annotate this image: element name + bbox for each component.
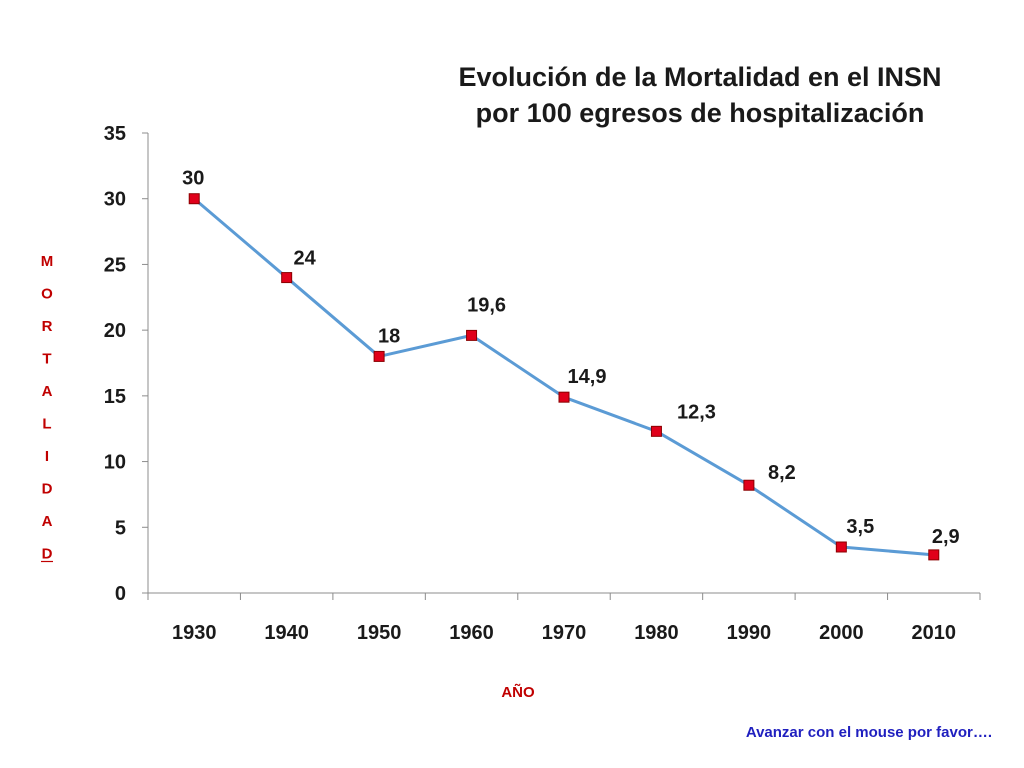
advance-note: Avanzar con el mouse por favor….	[745, 724, 992, 741]
x-tick-label: 1940	[264, 622, 309, 644]
data-point-marker	[466, 329, 478, 341]
x-axis-label: AÑO	[501, 683, 535, 701]
x-axis-label-text: AÑO	[501, 683, 535, 701]
y-axis-label-letter: A	[42, 513, 53, 530]
x-tick-label: 1980	[634, 622, 679, 644]
data-labels: 30 24 18 19,6 14,9 12,3 8,2 3,5 2,9	[182, 168, 960, 548]
x-tick-label: 1960	[449, 622, 494, 644]
y-axis-label-letter: I	[45, 448, 49, 465]
data-point-marker	[743, 479, 755, 491]
x-tick-label: 1970	[542, 622, 587, 644]
data-point-marker	[188, 193, 200, 205]
x-tick-label: 2000	[819, 622, 864, 644]
y-tick-label: 30	[104, 189, 126, 211]
data-point-marker	[928, 549, 940, 561]
data-label: 2,9	[932, 526, 960, 548]
y-tick-label: 10	[104, 452, 126, 474]
x-tick-label: 1950	[357, 622, 402, 644]
y-axis-label-letter: A	[42, 383, 53, 400]
y-tick-label: 35	[104, 123, 126, 145]
y-axis-label-letter: R	[42, 318, 53, 335]
chart-axes: 0 5 10 15 20 25 30 35 1930 1940 1950 1960 1970 1980 19…	[104, 123, 981, 644]
data-label: 3,5	[846, 516, 874, 538]
chart-title-line: por 100 egresos de hospitalización	[476, 98, 925, 128]
y-tick-label: 0	[115, 583, 126, 605]
y-axis-label-letter: T	[42, 351, 51, 368]
data-label: 12,3	[677, 401, 716, 423]
x-tick-label: 1930	[172, 622, 217, 644]
y-axis-label-letter: O	[41, 286, 53, 303]
data-label: 30	[182, 168, 204, 190]
y-tick-label: 5	[115, 517, 126, 539]
data-point-marker	[281, 272, 293, 284]
data-label: 18	[378, 325, 400, 347]
data-label: 19,6	[467, 294, 506, 316]
y-axis-label-letter: L	[42, 416, 51, 433]
data-point-marker	[835, 541, 847, 553]
y-tick-label: 15	[104, 386, 126, 408]
y-axis-label-letter: M	[41, 253, 54, 270]
data-label: 24	[294, 248, 317, 270]
chart-title: Evolución de la Mortalidad en el INSN por…	[458, 62, 941, 128]
y-axis-label-letter: D	[42, 481, 53, 498]
data-point-marker	[558, 391, 570, 403]
x-tick-label: 1990	[727, 622, 772, 644]
data-point-marker	[373, 350, 385, 362]
x-tick-label: 2010	[912, 622, 957, 644]
chart-title-line: Evolución de la Mortalidad en el INSN	[458, 62, 941, 92]
y-tick-label: 25	[104, 254, 126, 276]
series-line	[188, 193, 940, 561]
y-tick-label: 20	[104, 320, 126, 342]
y-axis-label-letter: D	[42, 546, 53, 563]
data-point-marker	[650, 425, 662, 437]
data-label: 8,2	[768, 462, 796, 484]
data-label: 14,9	[568, 366, 607, 388]
